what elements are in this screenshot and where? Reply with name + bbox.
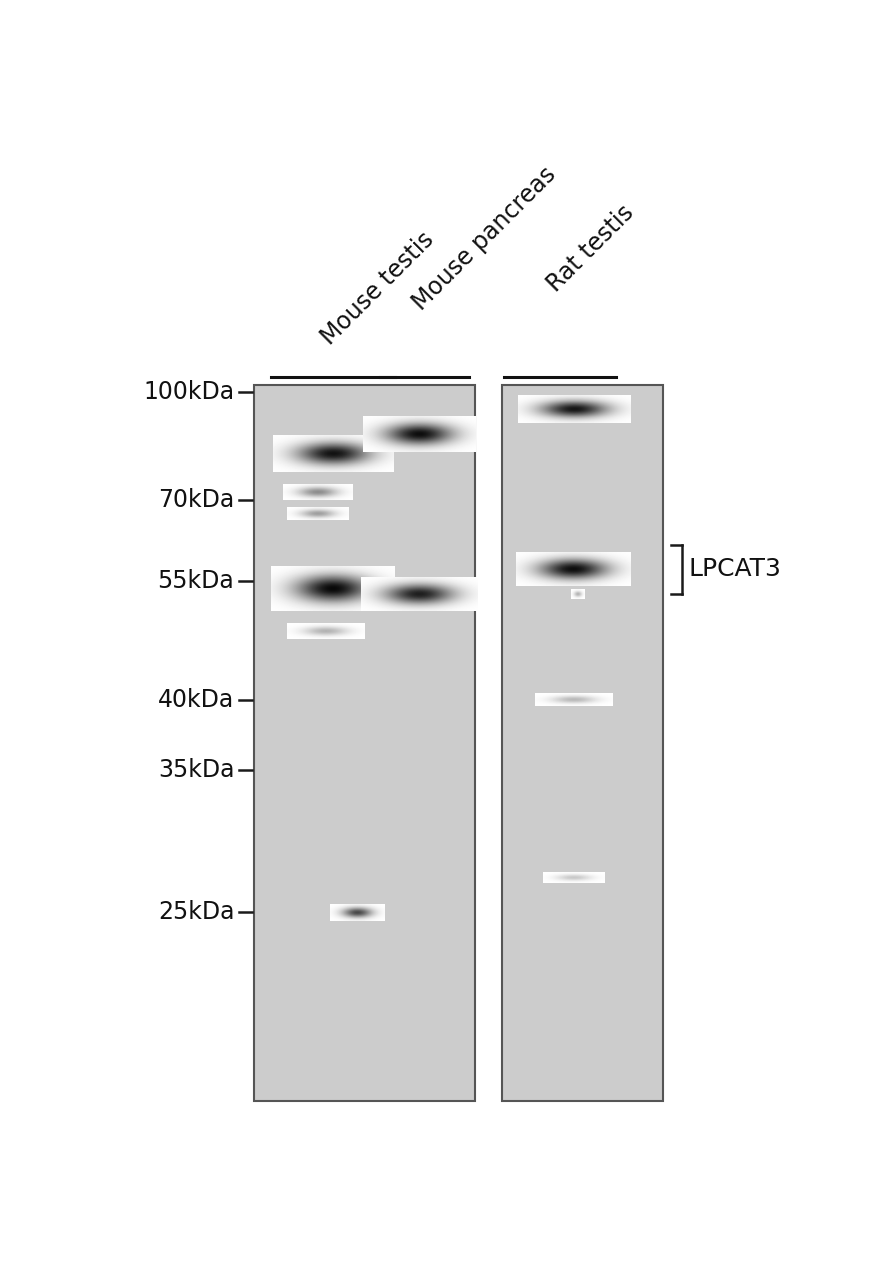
Text: LPCAT3: LPCAT3	[687, 557, 780, 581]
Text: 55kDa: 55kDa	[157, 568, 234, 593]
Bar	[501, 384, 662, 1101]
Text: 70kDa: 70kDa	[158, 488, 234, 512]
Text: 35kDa: 35kDa	[157, 758, 234, 782]
Text: 40kDa: 40kDa	[158, 689, 234, 712]
Bar	[254, 384, 474, 1101]
Text: Mouse pancreas: Mouse pancreas	[408, 163, 560, 315]
Text: 100kDa: 100kDa	[143, 380, 234, 404]
Text: Rat testis: Rat testis	[542, 200, 638, 296]
Text: 25kDa: 25kDa	[157, 900, 234, 924]
Text: Mouse testis: Mouse testis	[316, 228, 438, 349]
